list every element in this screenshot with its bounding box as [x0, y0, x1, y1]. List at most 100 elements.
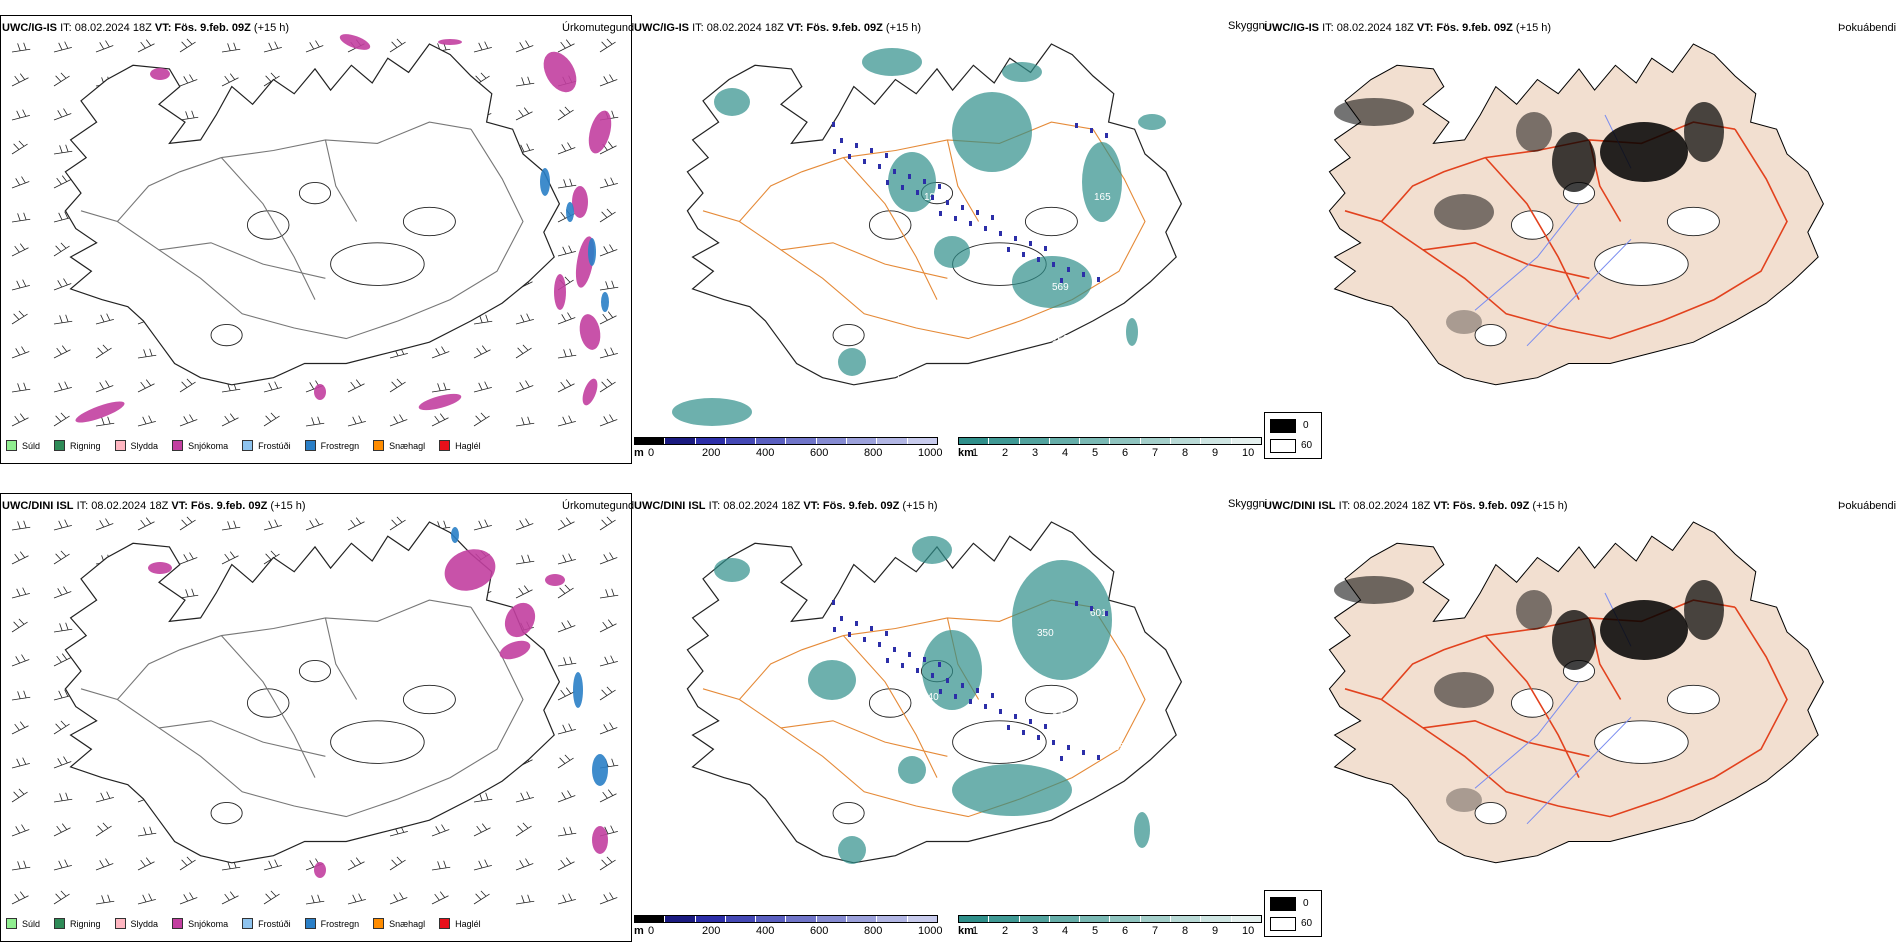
legend-item-1: Rigning [54, 440, 101, 451]
wind-barb [557, 245, 576, 257]
scale-tick: 9 [1212, 447, 1219, 459]
legend-item-0: Súld [6, 918, 40, 929]
scale-tick: 10 [1242, 447, 1255, 459]
visibility-colorbar [958, 437, 1262, 445]
wind-barb [599, 38, 616, 53]
wind-barb [515, 791, 534, 803]
snow-area [314, 862, 326, 878]
cloud-base-point [901, 663, 904, 668]
wind-barb [515, 518, 534, 531]
legend-swatch [172, 440, 184, 451]
legend-label: Rigning [70, 440, 101, 451]
wind-barb [53, 550, 70, 565]
cloud-base-point [1090, 128, 1093, 133]
river [1474, 681, 1580, 789]
precip-legend: Súld Rigning Slydda Snjókoma Frostúði Frostre… [6, 440, 495, 451]
scale-tick: 2 [1002, 925, 1009, 937]
wind-barb [11, 42, 31, 53]
snow-area [572, 186, 588, 218]
cloud-base-point [961, 205, 964, 210]
scale-tick: 2 [1002, 447, 1009, 459]
low-visibility-area [952, 764, 1072, 816]
fog-map [1328, 521, 1824, 864]
cloud-base-point [848, 154, 851, 159]
wind-barb [557, 553, 576, 565]
glacier-outline [210, 324, 243, 347]
glacier-outline [1594, 242, 1689, 286]
colorbar-segment [635, 438, 666, 444]
freezing-rain-area [566, 202, 574, 222]
snow-area [543, 51, 577, 93]
legend-label: Súld [22, 440, 41, 451]
wind-barb [473, 859, 492, 871]
fog-legend: 0 60 [1264, 412, 1322, 459]
glacier-outline [832, 324, 865, 347]
scale-tick: 1000 [918, 447, 943, 459]
colorbar-segment [1140, 438, 1172, 444]
wind-barb [179, 38, 196, 53]
colorbar-segment [847, 916, 878, 922]
wind-barb [599, 892, 618, 905]
legend-label: Slydda [130, 918, 159, 929]
scale-tick: 8 [1182, 447, 1189, 459]
low-visibility-area [1134, 812, 1150, 848]
model-name: UWC/IG-IS [634, 22, 689, 34]
cloud-base-point [969, 221, 972, 226]
glacier-outline [1024, 684, 1078, 715]
glacier-outline [298, 182, 332, 205]
cloud-base-point [886, 180, 889, 185]
cloud-base-point [984, 704, 987, 709]
cloud-base-point [908, 652, 911, 657]
colorbar-segment [1201, 916, 1232, 922]
cloud-base-point [1067, 745, 1070, 750]
fog-index-area [1552, 132, 1596, 192]
wind-barb [473, 823, 491, 837]
wind-barb [515, 344, 532, 359]
wind-barb [53, 890, 70, 905]
colorbar-segment [756, 916, 787, 922]
legend-swatch [6, 918, 17, 929]
wind-barb [515, 76, 535, 87]
wind-barb [473, 41, 492, 53]
cloud-base-point [923, 179, 926, 184]
road [158, 720, 326, 757]
low-visibility-area [714, 558, 750, 582]
road [1422, 241, 1590, 280]
legend-item-6: Snæhagl [373, 918, 425, 929]
legend-label: Frostregn [320, 440, 360, 451]
wind-barb [515, 554, 535, 565]
cloud-base-point [1075, 601, 1078, 606]
precip-map [11, 34, 619, 427]
wind-barb [95, 858, 114, 871]
colorbar-segment [877, 438, 908, 444]
wind-barb [557, 893, 576, 905]
valid-label: VT: [1433, 500, 1450, 512]
cloud-base-point [1097, 277, 1100, 282]
iceland-coastline [1328, 521, 1824, 864]
legend-label: Slydda [130, 440, 159, 451]
fog-index-area [1446, 310, 1482, 334]
wind-barb [179, 516, 196, 531]
colorbar-segment [756, 438, 787, 444]
wind-barb [389, 892, 408, 905]
fog-index-areas [1334, 576, 1724, 812]
wind-barb [137, 39, 155, 53]
colorbar-segment [847, 438, 878, 444]
glacier-outline [868, 210, 912, 240]
road [158, 242, 326, 279]
wind-barb [515, 313, 534, 325]
wind-barb [11, 140, 28, 155]
valid-time: Fös. 9.feb. 09Z [174, 22, 251, 34]
legend-item-5: Frostregn [304, 918, 359, 929]
fog-index-area [1684, 102, 1724, 162]
wind-barb [11, 618, 28, 633]
low-visibility-area [952, 92, 1032, 172]
scale-tick: 0 [648, 925, 655, 937]
wind-barb [557, 620, 576, 633]
wind-barb [53, 519, 72, 531]
snow-area [150, 68, 170, 80]
colorbar-segment [786, 438, 817, 444]
colorbar-segment [1080, 916, 1111, 922]
wind-barb [515, 107, 533, 121]
cloud-base-point [848, 632, 851, 637]
